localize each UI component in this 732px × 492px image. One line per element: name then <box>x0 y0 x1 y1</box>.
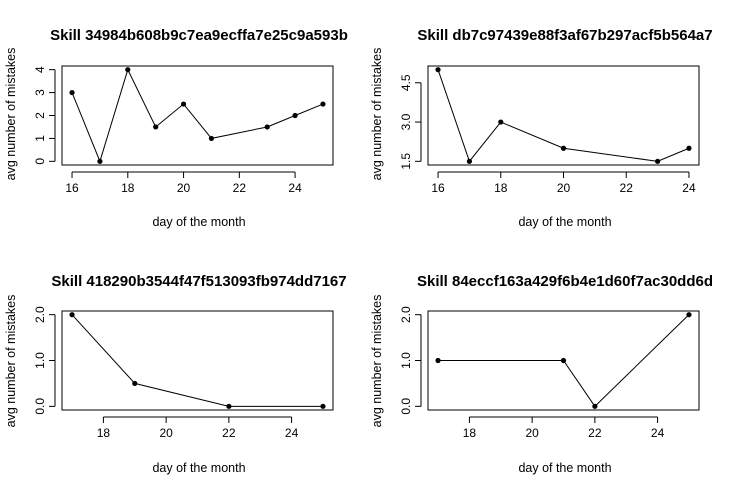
panel-1-series-line <box>71 68 324 163</box>
panel-2-series-line <box>437 69 690 163</box>
panel-1-x-tick-label: 24 <box>288 181 302 195</box>
panel-3-y-axis-label: avg number of mistakes <box>4 295 18 428</box>
panel-2-points <box>435 67 692 164</box>
panel-3-title: Skill 418290b3544f47f513093fb974dd7167 <box>51 273 346 290</box>
panel-1-x-tick-label: 18 <box>121 181 135 195</box>
panel-2-y-tick-label: 3.0 <box>399 113 413 130</box>
panel-1: Skill 34984b608b9c7ea9ecffa7e25c9a593b 1… <box>4 27 348 229</box>
panel-3-points <box>69 312 326 409</box>
panel-1-data-point <box>180 101 187 107</box>
panel-2-x-axis: 16 18 20 22 24 <box>431 171 696 195</box>
panel-1-y-tick-label: 2 <box>33 112 47 119</box>
panel-1-x-axis: 16 18 20 22 24 <box>65 171 302 195</box>
panel-2: Skill db7c97439e88f3af67b297acf5b564a7 1… <box>370 27 713 229</box>
panel-1-y-tick-label: 1 <box>33 135 47 142</box>
panel-2-y-tick-label: 4.5 <box>399 74 413 91</box>
panel-2-data-point <box>498 119 504 125</box>
panel-4-series-line <box>438 314 690 408</box>
panel-2-y-axis: 1.5 3.0 4.5 <box>399 74 422 170</box>
panel-4-data-point <box>560 357 567 364</box>
panel-1-y-axis-label: avg number of mistakes <box>4 48 18 181</box>
panel-4-data-point <box>435 357 441 364</box>
panel-1-plot-frame <box>61 65 334 166</box>
panel-1-x-tick-label: 22 <box>233 181 247 195</box>
panel-4-data-point <box>686 312 692 318</box>
panel-4-title: Skill 84eccf163a429f6b4e1d60f7ac30dd6d <box>417 273 713 290</box>
panel-3-y-tick-label: 1.0 <box>33 352 47 369</box>
panel-2-y-axis-label: avg number of mistakes <box>370 48 384 181</box>
panel-1-data-point <box>320 101 326 107</box>
panel-2-plot-frame <box>427 65 700 166</box>
panel-2-x-axis-label: day of the month <box>518 215 611 229</box>
panel-4-y-tick-label: 1.0 <box>399 352 413 369</box>
panel-1-data-point <box>97 158 103 164</box>
panel-2-x-tick-label: 20 <box>557 181 571 195</box>
panel-4-points <box>435 312 692 409</box>
panel-2-title: Skill db7c97439e88f3af67b297acf5b564a7 <box>417 27 712 44</box>
panel-1-data-point <box>125 67 131 73</box>
panel-4-y-axis-label: avg number of mistakes <box>370 295 384 428</box>
panel-3-data-point <box>320 403 326 409</box>
panel-1-x-tick-label: 20 <box>177 181 191 195</box>
panel-2-x-tick-label: 22 <box>620 181 634 195</box>
panel-2-x-tick-label: 16 <box>431 181 445 195</box>
panel-4-x-tick-label: 24 <box>651 426 665 440</box>
panel-1-data-point <box>208 135 215 142</box>
panel-2-y-tick-label: 1.5 <box>399 153 413 170</box>
panel-1-data-point <box>292 112 298 119</box>
panel-1-data-point <box>264 124 270 130</box>
panel-2-data-point <box>654 158 661 164</box>
panel-2-x-tick-label: 24 <box>682 181 696 195</box>
panel-2-data-point <box>686 145 692 151</box>
panel-1-data-point <box>153 124 159 130</box>
panel-3-x-tick-label: 18 <box>97 426 111 440</box>
panel-2-x-tick-label: 18 <box>494 181 508 195</box>
panel-3-y-tick-label: 2.0 <box>33 306 47 323</box>
panel-4: Skill 84eccf163a429f6b4e1d60f7ac30dd6d 1… <box>370 273 713 475</box>
panel-3-x-tick-label: 24 <box>285 426 299 440</box>
panel-1-data-point <box>69 89 75 96</box>
panel-2-data-point <box>466 158 473 164</box>
panel-4-x-axis: 18 20 22 24 <box>463 416 665 440</box>
panel-3-x-axis: 18 20 22 24 <box>97 416 299 440</box>
panel-3-plot-frame <box>61 310 334 411</box>
panel-1-x-tick-label: 16 <box>65 181 79 195</box>
panel-4-plot-frame <box>427 310 700 411</box>
panel-1-y-tick-label: 3 <box>33 89 47 96</box>
panel-3-x-tick-label: 20 <box>159 426 173 440</box>
panel-2-data-point <box>435 67 441 73</box>
panel-4-data-point <box>592 403 598 409</box>
panel-3-series-line <box>71 314 323 407</box>
panel-3-x-axis-label: day of the month <box>152 461 245 475</box>
panel-4-y-axis: 0.0 1.0 2.0 <box>399 306 422 415</box>
panel-3-data-point <box>132 380 138 387</box>
panel-4-y-tick-label: 2.0 <box>399 306 413 323</box>
panel-3-y-tick-label: 0.0 <box>33 398 47 415</box>
panel-1-title: Skill 34984b608b9c7ea9ecffa7e25c9a593b <box>50 27 348 44</box>
panel-3-data-point <box>226 403 232 409</box>
panel-3-x-tick-label: 22 <box>222 426 236 440</box>
panel-4-x-tick-label: 20 <box>525 426 539 440</box>
panel-4-x-tick-label: 22 <box>588 426 602 440</box>
panel-1-y-axis: 0 1 2 3 4 <box>33 66 56 165</box>
panel-1-x-axis-label: day of the month <box>152 215 245 229</box>
panel-3-y-axis: 0.0 1.0 2.0 <box>33 306 56 415</box>
panel-1-y-tick-label: 0 <box>33 158 47 165</box>
panel-1-points <box>69 67 326 164</box>
panel-4-x-axis-label: day of the month <box>518 461 611 475</box>
panel-1-y-tick-label: 4 <box>33 66 47 73</box>
panel-4-y-tick-label: 0.0 <box>399 398 413 415</box>
panel-4-x-tick-label: 18 <box>463 426 477 440</box>
panel-3-data-point <box>69 312 75 318</box>
panel-2-data-point <box>560 145 567 151</box>
panel-3: Skill 418290b3544f47f513093fb974dd7167 1… <box>4 273 347 475</box>
